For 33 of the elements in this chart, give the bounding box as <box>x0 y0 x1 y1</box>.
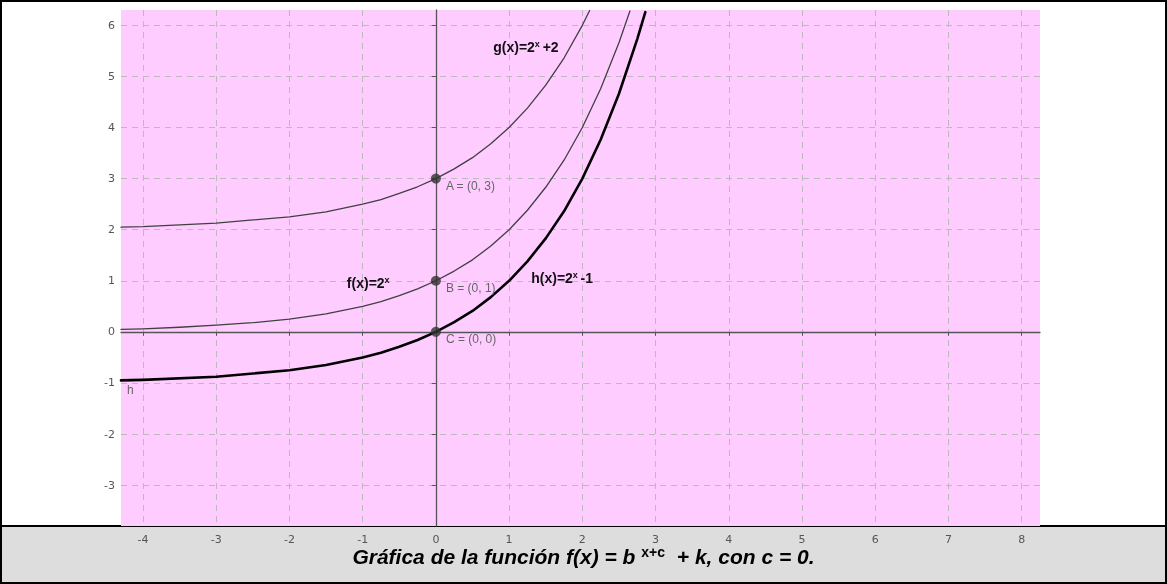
y-tick-label: 1 <box>108 274 115 288</box>
x-tick-label: 1 <box>505 533 513 546</box>
x-tick-label: 7 <box>944 533 952 546</box>
y-tick-label: -2 <box>104 427 115 441</box>
y-tick-label: 4 <box>108 121 115 135</box>
annotation: A = (0, 3) <box>445 178 495 193</box>
x-tick-label: 4 <box>725 533 733 546</box>
x-tick-label: 3 <box>652 533 660 546</box>
point <box>430 275 441 286</box>
x-tick-label: 0 <box>432 533 440 546</box>
x-tick-label: -3 <box>210 533 222 546</box>
x-tick-label: -2 <box>283 533 295 546</box>
annotation: C = (0, 0) <box>445 331 497 346</box>
x-tick-label: -1 <box>357 533 369 546</box>
y-tick-label: 3 <box>108 172 115 186</box>
line-series <box>120 9 591 228</box>
y-tick-label: 5 <box>108 69 115 83</box>
x-tick-label: 8 <box>1018 533 1026 546</box>
x-tick-label: 5 <box>798 533 806 546</box>
y-tick-label: 2 <box>108 223 115 237</box>
x-tick-label: -4 <box>137 533 149 546</box>
annotation: h <box>127 383 134 398</box>
line-series <box>119 10 647 382</box>
y-tick-label: 6 <box>108 18 115 32</box>
y-tick-label: -3 <box>104 478 115 492</box>
annotation: B = (0, 1) <box>445 280 496 295</box>
point <box>430 173 441 184</box>
y-tick-label: -1 <box>104 376 115 390</box>
y-tick-label: 0 <box>108 325 115 339</box>
point <box>430 326 441 337</box>
x-tick-label: 6 <box>871 533 879 546</box>
line-series <box>120 10 631 330</box>
x-tick-label: 2 <box>578 533 586 546</box>
